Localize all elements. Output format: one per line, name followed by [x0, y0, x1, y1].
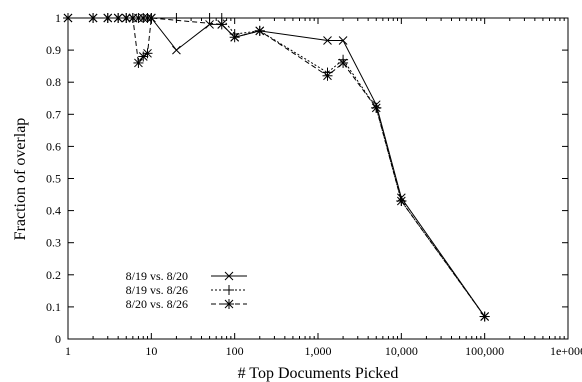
series-2-point [371, 102, 382, 113]
x-tick-label: 10,000 [385, 344, 418, 358]
axis-ticks: 0 0.1 0.2 0.3 0.4 0.5 0.6 0.7 0.8 0.9 1 1 10 100 1,000… [46, 11, 582, 358]
legend-marker-2 [224, 299, 234, 309]
y-axis-title: Fraction of overlap [12, 118, 29, 241]
series-1-point [204, 13, 215, 23]
series-2-point [338, 57, 349, 68]
y-tick-label: 0.8 [46, 75, 61, 89]
series-2-point [142, 48, 153, 59]
y-tick-label: 0.6 [46, 139, 61, 153]
series-2-point [102, 13, 113, 23]
x-tick-label: 1,000 [305, 344, 332, 358]
x-tick-label: 100,000 [465, 344, 504, 358]
y-tick-label: 1 [55, 11, 61, 25]
y-tick-label: 0.9 [46, 43, 61, 57]
y-tick-label: 0.1 [46, 300, 61, 314]
x-axis-title: # Top Documents Picked [238, 365, 399, 382]
y-tick-label: 0.5 [46, 172, 61, 186]
series-2-point [216, 19, 227, 30]
y-tick-label: 0.2 [46, 268, 61, 282]
x-tick-label: 1 [65, 344, 71, 358]
series-2-point [133, 57, 144, 68]
y-tick-label: 0.4 [46, 204, 61, 218]
series-2-point [63, 13, 73, 23]
legend-label-2: 8/20 vs. 8/26 [126, 297, 188, 311]
legend: 8/19 vs. 8/20 8/19 vs. 8/26 8/20 vs. 8/2… [126, 269, 247, 311]
series-1-point [171, 13, 182, 23]
y-tick-label: 0 [55, 332, 61, 346]
series-line-1 [68, 17, 486, 317]
x-tick-label: 10 [145, 344, 157, 358]
series-layer [63, 13, 490, 322]
series-2-point [88, 13, 99, 23]
series-2-point [254, 25, 265, 36]
series-2-point [127, 13, 138, 23]
series-0-point [323, 36, 332, 45]
x-tick-label: 100 [226, 344, 244, 358]
x-tick-label: 1e+006 [550, 344, 582, 358]
y-tick-label: 0.3 [46, 236, 61, 250]
legend-label-0: 8/19 vs. 8/20 [126, 269, 188, 283]
series-0-point [172, 45, 181, 55]
legend-label-1: 8/19 vs. 8/26 [126, 283, 188, 297]
series-2-point [229, 32, 240, 43]
series-2-point [396, 195, 407, 206]
series-2-point [479, 311, 490, 322]
legend-marker-0 [224, 271, 234, 281]
y-tick-label: 0.7 [46, 107, 61, 121]
legend-marker-1 [224, 285, 234, 295]
series-0-point [338, 36, 348, 45]
series-2-point [322, 70, 333, 81]
series-2-point [146, 13, 157, 23]
series-0-point [205, 20, 214, 29]
